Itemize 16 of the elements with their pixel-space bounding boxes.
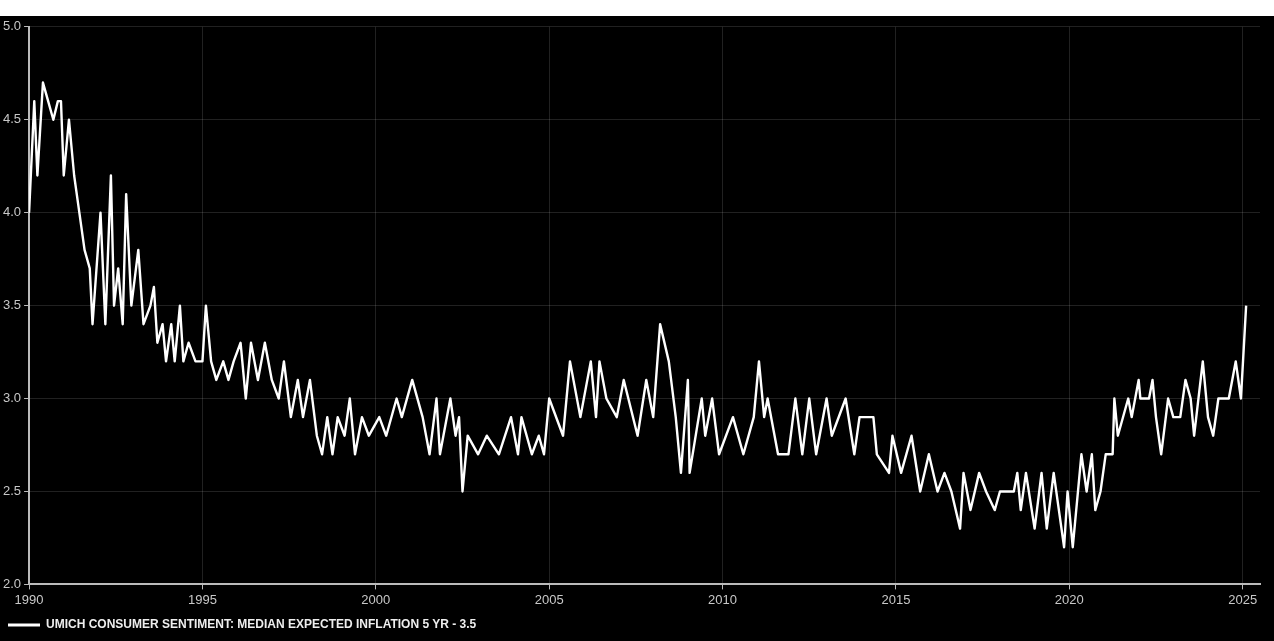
x-tick-label: 2015 [881,591,911,607]
y-tick-label: 4.5 [2,111,22,127]
x-tick-label: 1995 [187,591,217,607]
x-tick-label: 2005 [534,591,564,607]
legend-label: UMICH CONSUMER SENTIMENT: MEDIAN EXPECTED INFLATION 5 YR - 3.5 [46,617,477,632]
y-tick-label: 2.5 [2,483,22,499]
x-tick-label: 2020 [1054,591,1084,607]
y-tick-label: 4.0 [2,204,22,220]
x-tick-label: 1990 [14,591,44,607]
x-tick-label: 2025 [1228,591,1258,607]
y-tick-label: 5.0 [2,18,22,34]
y-tick-label: 2.0 [2,575,22,591]
x-tick-label: 2010 [708,591,738,607]
y-tick-label: 3.0 [2,390,22,406]
y-tick-label: 3.5 [2,297,22,313]
x-tick-label: 2000 [361,591,391,607]
